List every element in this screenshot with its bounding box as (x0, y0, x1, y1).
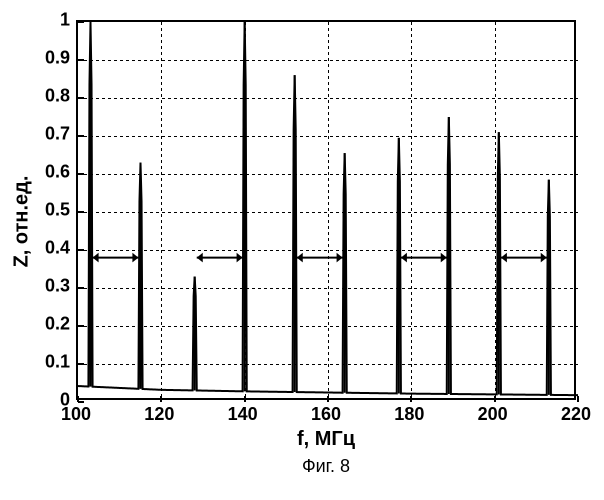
double-arrow-icon (501, 253, 547, 263)
y-tick-label: 0.9 (45, 48, 70, 69)
x-tick-label: 100 (61, 404, 91, 425)
y-tick-label: 0.5 (45, 200, 70, 221)
double-arrow-icon (401, 253, 447, 263)
y-tick-label: 0.3 (45, 276, 70, 297)
figure-caption: Фиг. 8 (302, 456, 350, 477)
double-arrow-icon (197, 253, 243, 263)
spectrum-trace (78, 22, 578, 395)
y-tick-label: 0.2 (45, 314, 70, 335)
figure-container: f, МГц Z, отн.ед. Фиг. 8 00.10.20.30.40.… (0, 0, 604, 500)
y-tick-label: 0.8 (45, 86, 70, 107)
y-tick-label: 0.7 (45, 124, 70, 145)
y-tick-label: 0.6 (45, 162, 70, 183)
y-tick-label: 0.4 (45, 238, 70, 259)
x-tick-label: 200 (478, 404, 508, 425)
y-axis-label: Z, отн.ед. (11, 176, 34, 268)
x-tick-label: 160 (311, 404, 341, 425)
data-layer (78, 22, 578, 402)
x-tick-label: 140 (228, 404, 258, 425)
y-tick-label: 0.1 (45, 352, 70, 373)
double-arrow-icon (93, 253, 139, 263)
y-tick-label: 1 (60, 10, 70, 31)
x-tick-label: 220 (561, 404, 591, 425)
x-axis-label: f, МГц (297, 428, 355, 451)
plot-area (76, 20, 576, 400)
x-tick-label: 180 (394, 404, 424, 425)
x-tick-label: 120 (144, 404, 174, 425)
double-arrow-icon (297, 253, 343, 263)
